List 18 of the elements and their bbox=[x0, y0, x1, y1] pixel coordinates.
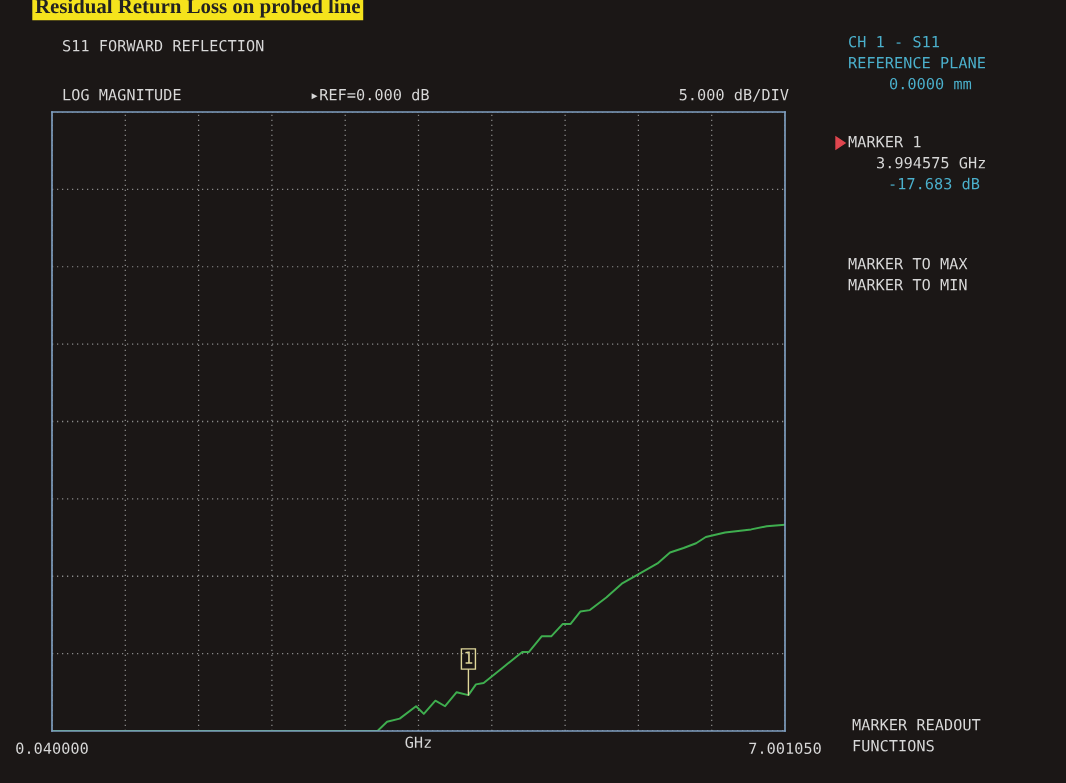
text: -17.683 dB bbox=[890, 177, 980, 190]
x-tick-label: 0.040000 bbox=[16, 742, 88, 755]
x-axis-title: GHz bbox=[405, 736, 431, 749]
text: 5.000 dB/DIV bbox=[679, 88, 789, 102]
text: 0.0000 mm bbox=[889, 77, 972, 90]
text: MARKER 1 bbox=[848, 136, 921, 148]
text: MARKER TO MAX bbox=[848, 257, 968, 270]
text: ▸REF=0.000 dB bbox=[311, 88, 429, 101]
annotation: 1 bbox=[465, 651, 473, 664]
text: S11 FORWARD REFLECTION bbox=[63, 39, 264, 52]
text: 3.994575 GHz bbox=[877, 156, 985, 169]
x-tick-label: 7.001050 bbox=[749, 742, 821, 755]
text: FUNCTIONS bbox=[853, 739, 934, 752]
text: MARKER TO MIN bbox=[848, 278, 967, 291]
text: MARKER READOUT bbox=[852, 718, 981, 731]
text: LOG MAGNITUDE bbox=[63, 88, 181, 101]
text: REFERENCE PLANE bbox=[849, 56, 985, 69]
text: CH 1 - S11 bbox=[849, 35, 939, 48]
